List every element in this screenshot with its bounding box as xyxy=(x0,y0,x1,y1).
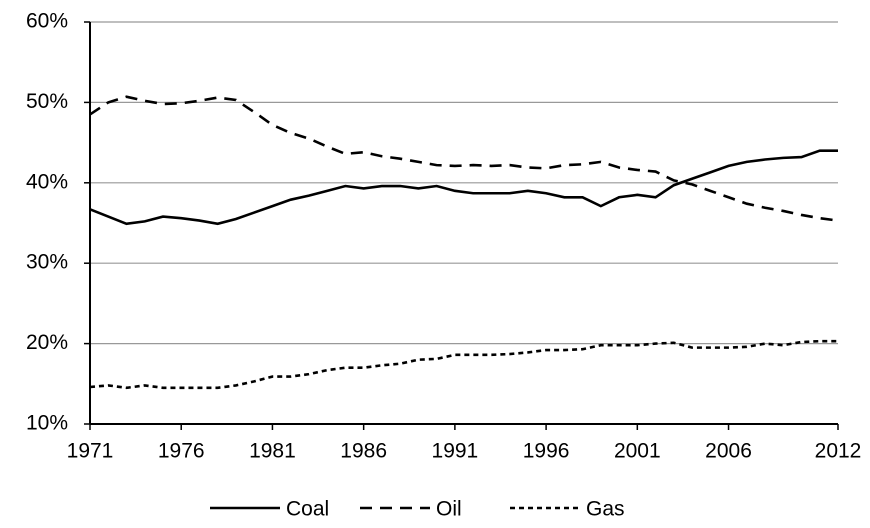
y-tick-label: 10% xyxy=(26,412,68,435)
legend-label: Gas xyxy=(586,498,625,521)
series-line xyxy=(89,149,838,226)
x-tick-label: 1976 xyxy=(158,440,205,463)
y-tick-label: 40% xyxy=(26,170,68,193)
series-line xyxy=(89,95,839,222)
y-tick-label: 20% xyxy=(26,331,68,354)
legend-label: Coal xyxy=(286,498,329,521)
x-tick-label: 1971 xyxy=(67,440,114,463)
y-tick-label: 60% xyxy=(26,10,68,33)
y-tick-label: 50% xyxy=(26,90,68,113)
series-line xyxy=(89,339,838,390)
legend-label: Oil xyxy=(436,498,462,521)
x-tick-label: 1981 xyxy=(249,440,296,463)
x-tick-label: 2006 xyxy=(705,440,752,463)
x-tick-label: 1991 xyxy=(432,440,479,463)
x-tick-label: 2012 xyxy=(815,440,862,463)
x-tick-label: 2001 xyxy=(614,440,661,463)
y-tick-label: 30% xyxy=(26,251,68,274)
x-tick-label: 1986 xyxy=(340,440,387,463)
x-tick-label: 1996 xyxy=(523,440,570,463)
